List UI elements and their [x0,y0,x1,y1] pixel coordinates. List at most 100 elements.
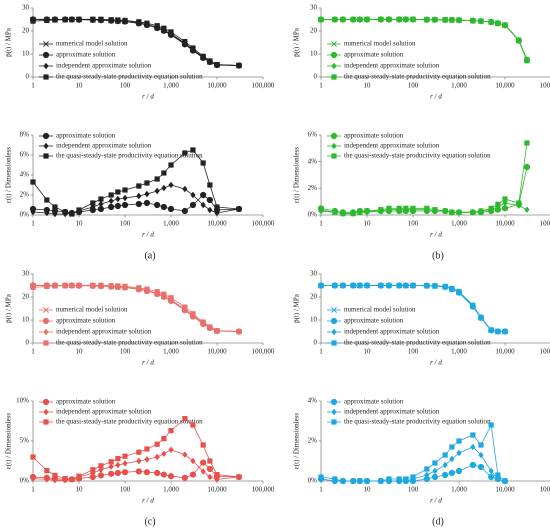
marker [318,283,324,289]
marker [52,283,58,289]
marker [108,197,114,205]
x-axis-label: r / d [142,359,154,367]
marker [154,469,161,477]
marker [52,17,58,23]
y-tick-label: 0 [314,73,318,81]
marker [449,209,455,215]
marker [214,61,220,68]
marker [90,467,96,473]
marker [424,471,430,479]
marker [189,201,197,209]
marker [121,469,129,476]
marker [456,209,462,215]
panel-label: (d) [432,516,444,527]
marker [154,176,160,182]
marker [182,38,188,45]
marker [154,453,160,461]
y-tick-label: 30 [22,270,30,278]
legend-label: approximate solution [344,398,404,406]
y-tick-label: 20 [22,27,30,35]
x-tick-label: 100,000 [540,220,550,228]
marker [448,469,455,477]
marker [470,209,476,215]
x-axis-label: r / d [142,93,154,101]
x-tick-label: 1 [319,220,323,228]
marker [488,422,494,428]
marker [62,476,68,482]
series-line [32,149,239,215]
marker [136,457,142,465]
y-axis-label: p̄(t) / MPa [293,27,301,57]
marker [236,206,242,212]
marker [154,289,160,295]
marker [52,204,58,210]
marker [200,201,206,209]
marker [44,468,50,474]
legend-label: the quasi-steady-state productivity equa… [56,418,203,426]
marker [524,206,530,213]
marker [502,478,508,484]
x-tick-label: 10,000 [495,486,515,494]
marker [236,328,242,335]
marker [206,465,213,473]
marker [378,282,384,289]
legend-label: the quasi-steady-state productivity equa… [344,152,491,160]
marker [340,16,346,23]
marker [386,476,392,482]
y-axis-label: ε(t) / Dimensionless [5,147,13,203]
marker [122,460,128,467]
x-tick-label: 10 [76,82,84,90]
y-tick-label: 0% [308,211,318,219]
legend-label: the quasi-steady-state productivity equa… [56,152,203,160]
marker [424,16,430,23]
marker [114,202,121,210]
marker [69,16,75,23]
x-tick-label: 1 [319,348,323,356]
legend-marker [43,340,49,346]
marker [340,211,346,217]
marker [432,283,438,289]
marker [236,62,242,69]
legend-marker [331,74,337,80]
legend-label: approximate solution [56,51,116,59]
marker [44,197,50,203]
marker [144,20,150,26]
x-tick-label: 100,000 [540,348,550,356]
chart: 1 10 100 1,000 10,000 100,000 0 10 20 30 r / d p̄(t… [5,270,275,367]
legend-label: numerical model solution [56,306,128,314]
marker [364,282,370,289]
y-tick-label: 0% [20,211,30,219]
marker [455,467,463,475]
chart: 1 10 100 1,000 10,000 100,000 0% 2% 4% r / d ε(t) … [293,397,550,505]
marker [161,450,167,457]
marker [214,472,220,478]
marker [410,16,416,22]
marker [350,478,356,484]
legend-marker [330,317,338,325]
marker [136,19,142,25]
marker [318,17,324,23]
legend-label: the quasi-steady-state productivity equa… [344,73,491,81]
marker [378,16,384,22]
marker [144,180,150,186]
y-tick-label: 5% [20,437,30,445]
marker [160,203,167,211]
marker [90,16,96,22]
x-axis-label: r / d [430,359,442,367]
marker [168,162,174,168]
marker [90,203,96,211]
marker [200,459,207,466]
marker [108,203,115,211]
y-tick-label: 4% [308,157,318,165]
legend-marker [331,41,337,47]
marker [115,195,121,203]
marker [161,170,167,176]
series-line [32,449,239,481]
marker [97,472,105,479]
marker [456,17,462,23]
marker [200,53,206,59]
marker [52,210,58,218]
y-tick-label: 4% [20,171,30,179]
legend-marker [42,51,50,59]
x-tick-label: 100 [120,220,131,228]
